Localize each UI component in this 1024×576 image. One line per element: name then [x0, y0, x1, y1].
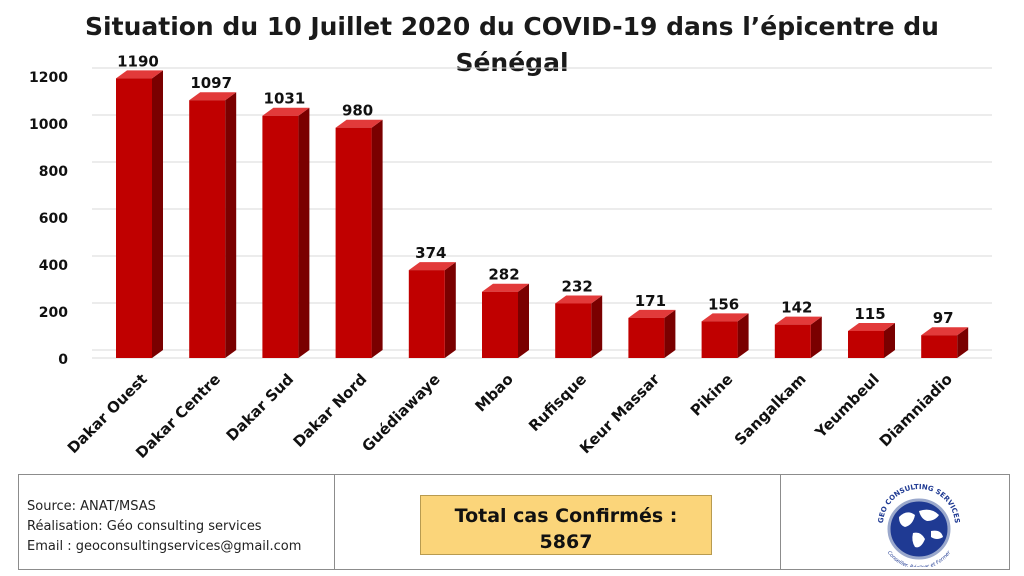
bar-top	[921, 327, 969, 336]
chart-title-line-2: Sénégal	[455, 48, 569, 77]
bar-value-label: 232	[562, 277, 593, 295]
chart-footer: Source: ANAT/MSAS Réalisation: Géo consu…	[18, 474, 1010, 570]
bar-front	[701, 321, 738, 358]
bar-side	[444, 262, 456, 358]
bar-value-label: 115	[854, 305, 885, 323]
total-confirmed-box: Total cas Confirmés : 5867	[420, 495, 712, 555]
bar-value-label: 142	[781, 299, 812, 317]
bar	[189, 92, 237, 358]
bar	[262, 107, 310, 358]
bar-top	[189, 92, 237, 101]
bar	[848, 322, 895, 358]
chart-title-line-1: Situation du 10 Juillet 2020 du COVID-19…	[85, 12, 939, 41]
source-text: Source: ANAT/MSAS	[27, 499, 156, 514]
bar	[482, 283, 529, 358]
bar-top	[116, 70, 163, 79]
bar-top	[555, 295, 603, 304]
globe-logo-icon: GEO CONSULTING SERVICES Conseiller, Réal…	[877, 483, 961, 567]
chart-gridlines	[92, 67, 992, 359]
bar	[921, 327, 969, 358]
y-tick-label: 200	[39, 305, 68, 321]
credits-panel: Source: ANAT/MSAS Réalisation: Géo consu…	[19, 475, 335, 569]
bar-value-label: 980	[342, 102, 373, 120]
bar-top	[335, 119, 383, 128]
y-axis-ticks: 0 200 400 600 800 1000 1200	[29, 70, 68, 368]
y-tick-label: 1000	[29, 117, 68, 133]
bar-side	[518, 283, 529, 358]
bar-front	[116, 78, 152, 358]
bar-top	[408, 262, 456, 271]
bar-top	[701, 313, 749, 322]
bar-front	[482, 291, 518, 358]
x-tick-label: Guédiawaye	[358, 370, 443, 455]
bar-value-label: 374	[415, 244, 446, 262]
bar-value-label: 156	[708, 295, 739, 313]
bar-front	[189, 100, 226, 358]
y-tick-label: 600	[39, 211, 68, 227]
y-tick-label: 1200	[29, 70, 68, 86]
bar-value-label: 171	[635, 292, 666, 310]
total-panel: Total cas Confirmés : 5867	[335, 475, 781, 569]
y-tick-label: 0	[58, 352, 68, 368]
chart-bars	[116, 70, 969, 358]
bar-value-labels: 1190 1097 1031 980 374 282 232 171 156 142 115 97	[117, 52, 954, 327]
bar-side	[371, 119, 383, 358]
bar-side	[884, 322, 895, 358]
bar	[408, 262, 456, 358]
logo-panel: GEO CONSULTING SERVICES Conseiller, Réal…	[781, 475, 1009, 569]
bar	[701, 313, 749, 358]
bar-front	[262, 115, 299, 358]
y-tick-label: 800	[39, 164, 68, 180]
bar-front	[335, 127, 372, 358]
bar-side	[591, 295, 603, 358]
x-tick-label: Dakar Sud	[223, 370, 298, 445]
bar-side	[298, 107, 310, 358]
bar-side	[152, 70, 163, 358]
x-tick-label: Diamniadio	[876, 370, 956, 450]
x-tick-label: Sangalkam	[731, 370, 810, 449]
bar	[335, 119, 383, 358]
bar-front	[848, 330, 884, 358]
bar	[774, 316, 822, 358]
x-tick-label: Rufisque	[525, 370, 590, 435]
bar-value-label: 1190	[117, 52, 159, 70]
bar-value-label: 1031	[264, 90, 306, 108]
bar-top	[848, 322, 895, 331]
x-tick-label: Yeumbeul	[811, 370, 883, 442]
total-value: 5867	[539, 531, 593, 553]
bar-side	[957, 327, 969, 358]
total-label: Total cas Confirmés :	[454, 505, 678, 527]
bar	[628, 309, 676, 358]
bar-side	[810, 316, 822, 358]
bar-top	[628, 309, 676, 318]
bar-side	[737, 313, 749, 358]
x-tick-label: Pikine	[687, 370, 737, 420]
x-tick-label: Mbao	[472, 370, 517, 415]
bar	[116, 70, 163, 358]
bar-front	[774, 324, 811, 358]
bar-front	[628, 317, 665, 358]
bar-side	[225, 92, 237, 358]
bar-front	[555, 303, 592, 358]
bar-top	[482, 283, 529, 292]
bar-value-label: 282	[488, 266, 519, 284]
bar-front	[921, 335, 958, 358]
bar-front	[408, 270, 445, 358]
bar-top	[774, 316, 822, 325]
bar-value-label: 1097	[190, 74, 232, 92]
realisation-text: Réalisation: Géo consulting services	[27, 519, 262, 534]
y-tick-label: 400	[39, 258, 68, 274]
x-tick-label: Dakar Nord	[290, 370, 371, 451]
bar-top	[262, 107, 310, 116]
bar-chart: 0 200 400 600 800 1000 1200 1190 1097 1031 980 374…	[29, 52, 992, 462]
email-text: Email : geoconsultingservices@gmail.com	[27, 539, 302, 554]
bar-side	[664, 309, 676, 358]
bar	[555, 295, 603, 358]
bar-value-label: 97	[933, 309, 954, 327]
